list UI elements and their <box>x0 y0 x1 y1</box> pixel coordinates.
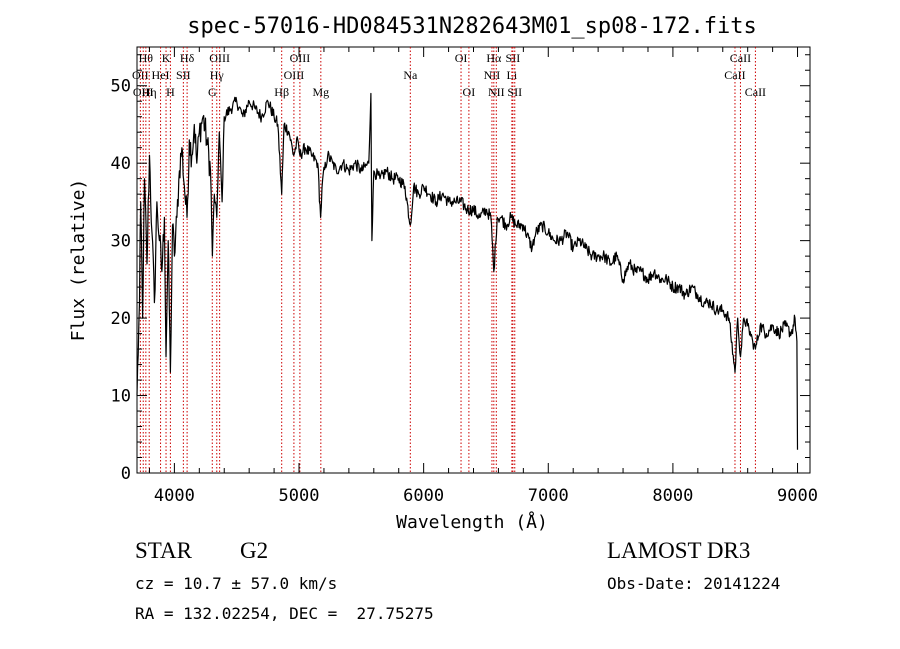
x-tick-label: 7000 <box>528 486 569 506</box>
y-tick-label: 10 <box>111 387 131 407</box>
y-tick-label: 40 <box>111 154 131 174</box>
line-marker-label: OIII <box>133 85 154 99</box>
subclass: G2 <box>240 538 269 563</box>
line-marker-label: CaII <box>724 68 745 82</box>
chart-title: spec-57016-HD084531N282643M01_sp08-172.f… <box>187 14 757 39</box>
line-marker-label: OI <box>463 85 476 99</box>
line-marker-label: SII <box>507 85 522 99</box>
line-marker-label: K <box>162 51 171 65</box>
y-tick-label: 0 <box>121 464 131 484</box>
line-marker-label: HeI <box>152 68 170 82</box>
spectrum-line <box>136 92 799 450</box>
x-tick-label: 5000 <box>279 486 320 506</box>
y-tick-label: 50 <box>111 77 131 97</box>
line-marker-label: OIII <box>290 51 311 65</box>
line-marker-label: NII <box>484 68 501 82</box>
line-marker-label: H <box>166 85 175 99</box>
line-marker-label: Li <box>507 68 518 82</box>
line-marker-label: SII <box>506 51 521 65</box>
line-marker-label: SII <box>176 68 191 82</box>
line-marker-label: Hα <box>486 51 502 65</box>
redshift-velocity: cz = 10.7 ± 57.0 km/s <box>135 574 338 593</box>
x-tick-label: 9000 <box>777 486 818 506</box>
x-tick-label: 8000 <box>652 486 693 506</box>
observation-date: Obs-Date: 20141224 <box>607 574 781 593</box>
y-tick-label: 20 <box>111 309 131 329</box>
line-markers: OIIOIIIHθHηHeIKHSIIHδGHγOIIIHβOIIIOIIIMg… <box>132 47 766 473</box>
object-class: STAR <box>135 538 192 563</box>
axis-ticks: 4000 5000 6000 7000 8000 9000 0 10 20 30 40 50 <box>111 47 818 506</box>
line-marker-label: OIII <box>209 51 230 65</box>
x-tick-label: 6000 <box>403 486 444 506</box>
line-marker-label: NII <box>488 85 505 99</box>
line-marker-label: Hθ <box>139 51 154 65</box>
survey-name: LAMOST DR3 <box>607 538 751 563</box>
line-marker-label: Hδ <box>180 51 195 65</box>
line-marker-label: OIII <box>284 68 305 82</box>
x-tick-label: 4000 <box>154 486 195 506</box>
y-tick-label: 30 <box>111 232 131 252</box>
line-marker-label: OI <box>455 51 468 65</box>
line-marker-label: G <box>208 85 217 99</box>
line-marker-label: Hγ <box>210 68 225 82</box>
line-marker-label: OII <box>132 68 149 82</box>
line-marker-label: Mg <box>312 85 329 99</box>
line-marker-label: Na <box>403 68 418 82</box>
coordinates: RA = 132.02254, DEC = 27.75275 <box>135 604 434 623</box>
line-marker-label: Hη <box>142 85 157 99</box>
line-marker-label: CaII <box>730 51 751 65</box>
line-marker-label: Hβ <box>274 85 289 99</box>
x-axis-label: Wavelength (Å) <box>396 511 548 533</box>
y-axis-label: Flux (relative) <box>68 179 89 342</box>
line-marker-label: CaII <box>745 85 766 99</box>
